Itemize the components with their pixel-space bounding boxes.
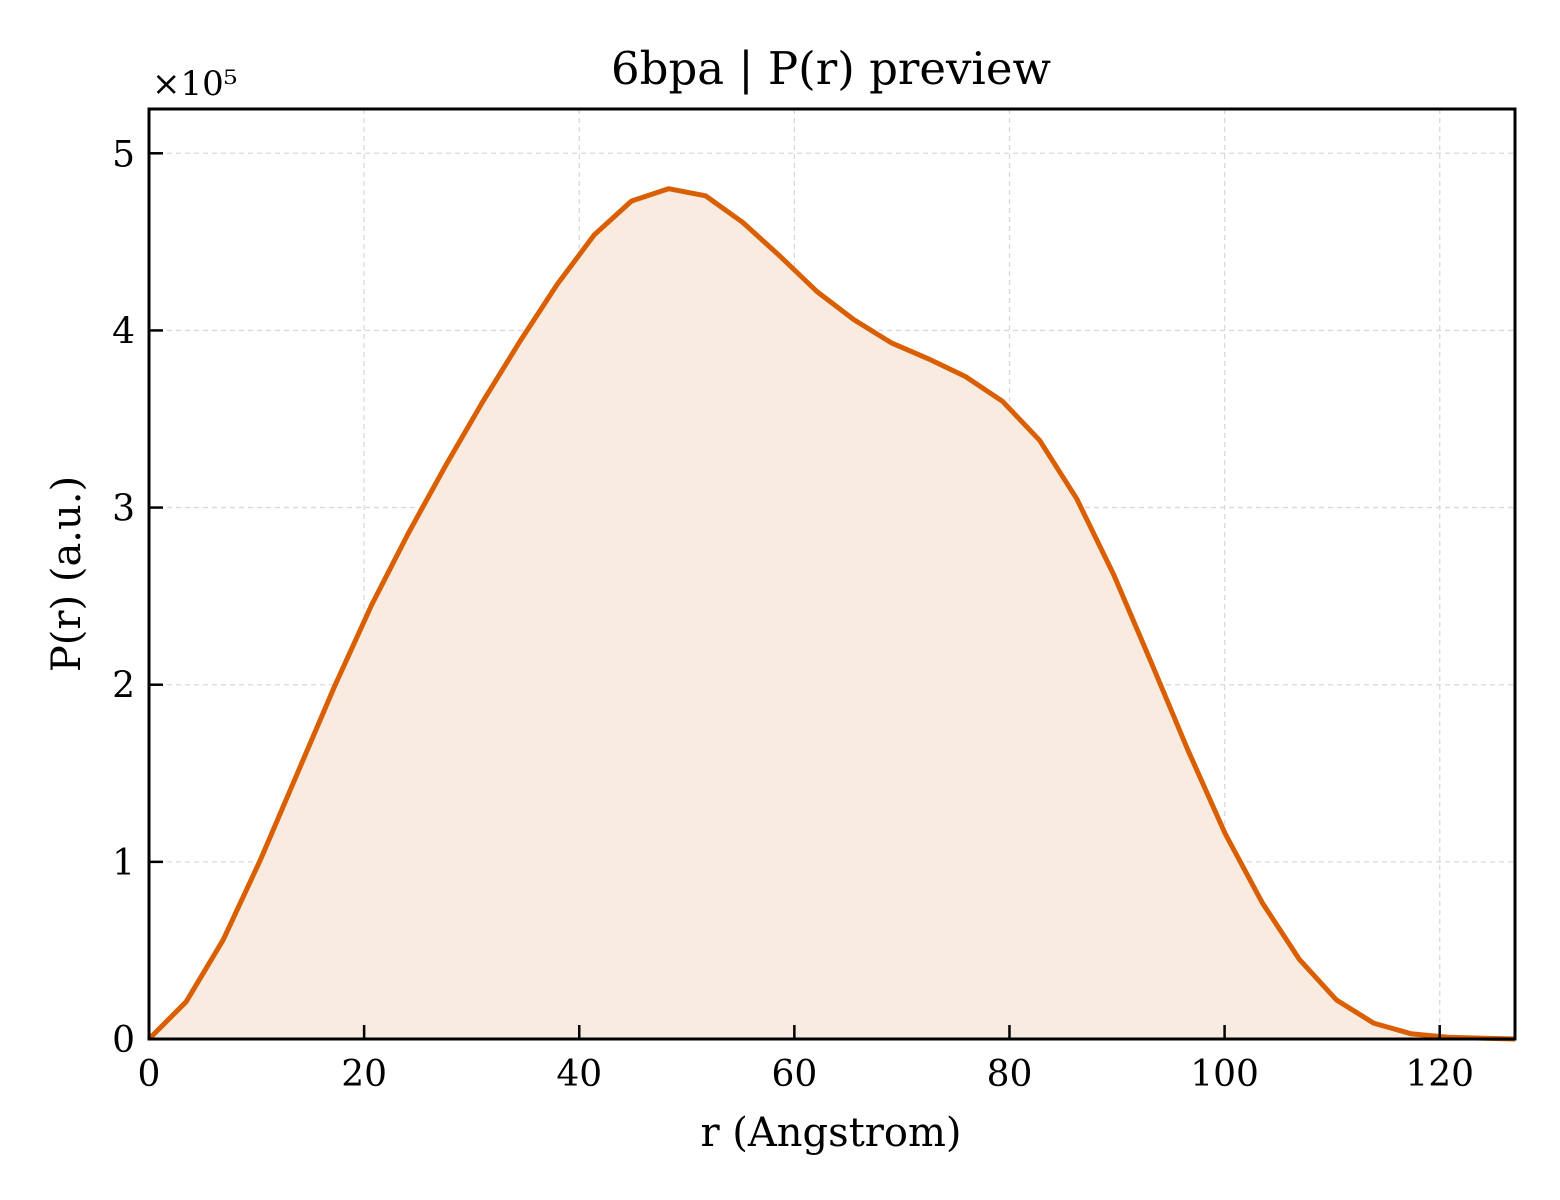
y-tick-label: 3 [112,489,135,530]
x-tick-label: 20 [341,1054,387,1095]
axis-ticks: 0 20 40 60 80 100 120 0 1 2 3 4 5 [112,134,1474,1095]
series-area-fill [149,188,1515,1039]
x-tick-label: 40 [556,1054,602,1095]
x-tick-label: 60 [771,1054,817,1095]
y-tick-label: 2 [112,666,135,707]
series-line [147,186,1516,1042]
x-axis-label: r (Angstrom) [700,1110,961,1156]
y-offset-text: ×10⁵ [152,64,237,104]
y-tick-label: 5 [112,134,135,175]
x-tick-label: 120 [1405,1054,1474,1095]
plot-frame [147,107,1517,1041]
chart-title: 6bpa | P(r) preview [611,42,1051,95]
x-tick-label: 100 [1190,1054,1259,1095]
x-tick-label: 80 [987,1054,1033,1095]
y-tick-label: 4 [112,311,135,352]
y-axis-label: P(r) (a.u.) [44,476,90,672]
y-tick-label: 1 [112,843,135,884]
x-tick-label: 0 [138,1054,161,1095]
y-tick-label: 0 [112,1020,135,1061]
